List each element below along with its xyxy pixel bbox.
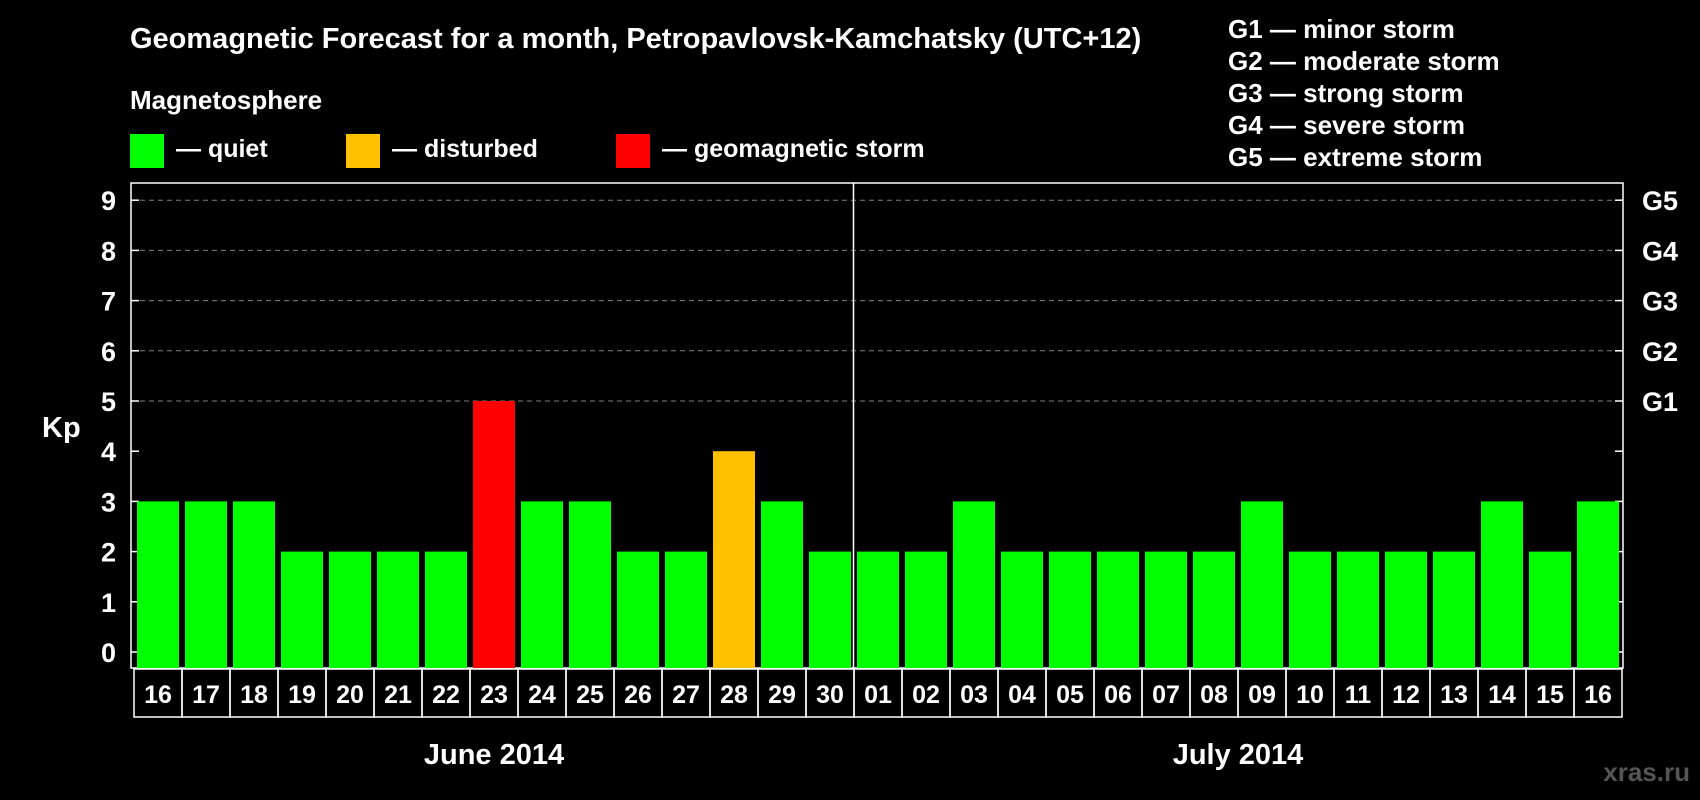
x-tick-label: 19 (288, 681, 316, 709)
bar (1289, 551, 1331, 668)
bar (377, 551, 419, 668)
bar (1145, 551, 1187, 668)
x-tick-label: 02 (912, 681, 940, 709)
x-tick-label: 06 (1104, 681, 1132, 709)
x-tick-label: 04 (1008, 681, 1036, 709)
g-scale-label: G4 (1642, 236, 1678, 266)
x-tick-label: 18 (240, 681, 268, 709)
x-tick-label: 10 (1296, 681, 1324, 709)
bar (761, 501, 803, 668)
bar (953, 501, 995, 668)
y-tick-label: 8 (101, 236, 116, 266)
bar (281, 551, 323, 668)
x-tick-label: 25 (576, 681, 604, 709)
bar (185, 501, 227, 668)
x-tick-label: 23 (480, 681, 508, 709)
storm-scale-item: G1 — minor storm (1228, 14, 1455, 44)
bar (521, 501, 563, 668)
bar (1193, 551, 1235, 668)
g-scale-label: G2 (1642, 337, 1678, 367)
x-tick-label: 24 (528, 681, 556, 709)
x-tick-label: 12 (1392, 681, 1420, 709)
bar (1385, 551, 1427, 668)
bar (425, 551, 467, 668)
bar (1577, 501, 1619, 668)
storm-scale-item: G3 — strong storm (1228, 78, 1463, 108)
g-scale-label: G5 (1642, 186, 1678, 216)
x-tick-label: 09 (1248, 681, 1276, 709)
legend-label: — quiet (176, 135, 268, 163)
legend-swatch (130, 134, 164, 168)
legend-label: — geomagnetic storm (662, 135, 925, 163)
y-tick-label: 5 (101, 387, 116, 417)
bar (473, 401, 515, 668)
credit-text: xras.ru (1603, 757, 1690, 787)
x-tick-label: 27 (672, 681, 700, 709)
x-tick-label: 28 (720, 681, 748, 709)
bar (809, 551, 851, 668)
y-tick-label: 7 (101, 287, 116, 317)
bar (1097, 551, 1139, 668)
y-tick-label: 2 (101, 538, 116, 568)
bar (233, 501, 275, 668)
x-tick-label: 26 (624, 681, 652, 709)
x-tick-label: 03 (960, 681, 988, 709)
storm-scale-item: G4 — severe storm (1228, 110, 1465, 140)
bar (1001, 551, 1043, 668)
x-tick-label: 01 (864, 681, 892, 709)
x-tick-label: 21 (384, 681, 412, 709)
x-tick-label: 20 (336, 681, 364, 709)
y-tick-label: 0 (101, 638, 116, 668)
y-tick-label: 3 (101, 487, 116, 517)
bar (665, 551, 707, 668)
x-tick-label: 16 (144, 681, 172, 709)
bar (1337, 551, 1379, 668)
x-tick-label: 30 (816, 681, 844, 709)
x-tick-label: 14 (1488, 681, 1516, 709)
legend-title: Magnetosphere (130, 85, 322, 115)
storm-scale-item: G5 — extreme storm (1228, 142, 1482, 172)
bar (617, 551, 659, 668)
bar (1049, 551, 1091, 668)
x-tick-label: 05 (1056, 681, 1084, 709)
legend-swatch (616, 134, 650, 168)
legend: — quiet — disturbed — geomagnetic storm (130, 134, 925, 168)
bar (857, 551, 899, 668)
y-tick-label: 9 (101, 186, 116, 216)
x-tick-label: 07 (1152, 681, 1180, 709)
y-tick-label: 1 (101, 588, 116, 618)
x-tick-label: 08 (1200, 681, 1228, 709)
y-tick-label: 6 (101, 337, 116, 367)
storm-scale-item: G2 — moderate storm (1228, 46, 1500, 76)
bar (329, 551, 371, 668)
legend-label: — disturbed (392, 135, 538, 163)
x-tick-label: 13 (1440, 681, 1468, 709)
legend-swatch (346, 134, 380, 168)
bar (1241, 501, 1283, 668)
x-tick-label: 16 (1584, 681, 1612, 709)
bar (137, 501, 179, 668)
month-label: July 2014 (1173, 739, 1304, 771)
y-tick-label: 4 (101, 437, 116, 467)
bar (1433, 551, 1475, 668)
x-tick-label: 11 (1345, 681, 1372, 709)
x-tick-label: 22 (432, 681, 460, 709)
bar (569, 501, 611, 668)
chart-title: Geomagnetic Forecast for a month, Petrop… (130, 23, 1141, 55)
date-cell (1573, 668, 1623, 718)
month-label: June 2014 (424, 739, 564, 771)
x-tick-label: 17 (192, 681, 220, 709)
x-tick-label: 29 (768, 681, 796, 709)
g-scale-label: G1 (1642, 387, 1678, 417)
bar (905, 551, 947, 668)
g-scale-label: G3 (1642, 287, 1678, 317)
bar (1529, 551, 1571, 668)
bar (713, 451, 755, 668)
y-axis-label: Kp (42, 412, 81, 444)
bar (1481, 501, 1523, 668)
x-tick-label: 15 (1536, 681, 1564, 709)
